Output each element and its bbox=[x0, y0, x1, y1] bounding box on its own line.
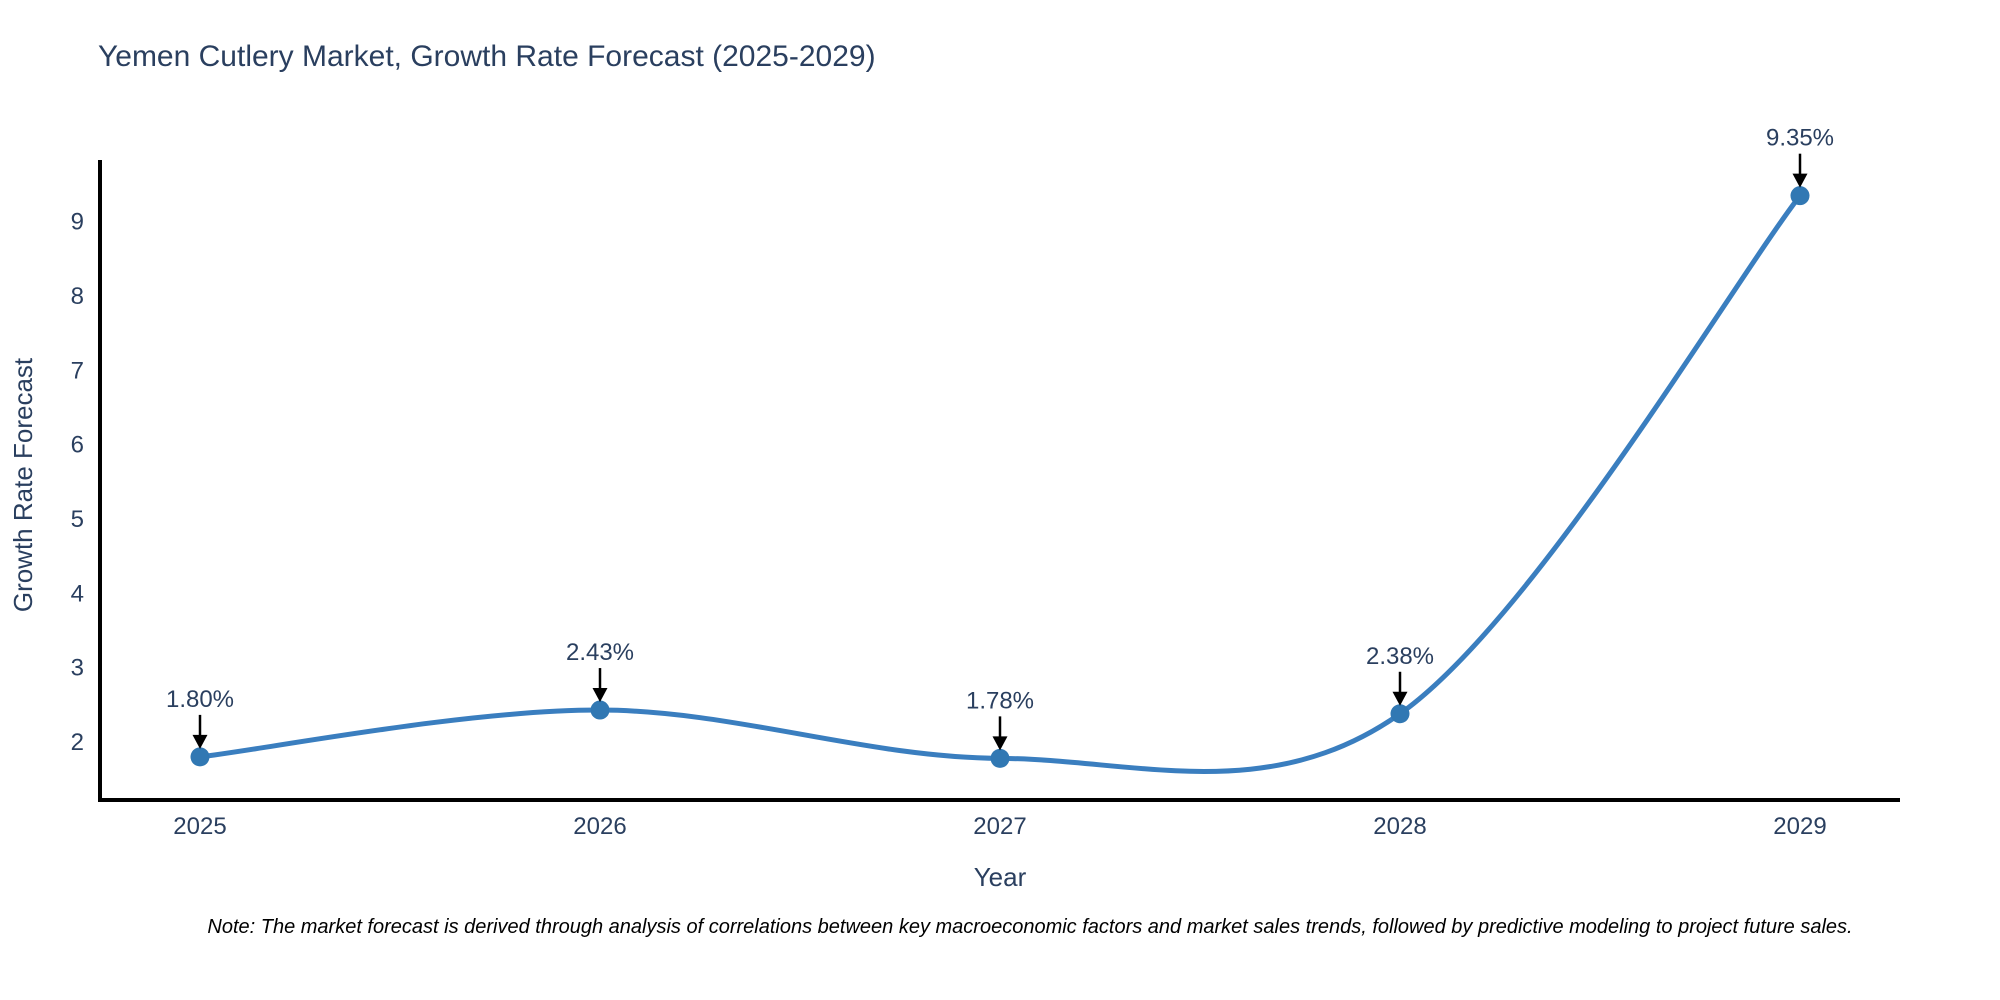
annotation-label: 2.38% bbox=[1366, 643, 1434, 670]
x-tick-label: 2027 bbox=[973, 813, 1026, 840]
x-tick-label: 2029 bbox=[1773, 813, 1826, 840]
y-tick-label: 8 bbox=[71, 283, 84, 310]
annotation-arrowhead bbox=[592, 688, 608, 703]
annotation-arrowhead bbox=[1792, 173, 1808, 188]
annotation-label: 1.80% bbox=[166, 686, 234, 713]
series-line bbox=[197, 193, 1803, 774]
annotation-arrowhead bbox=[992, 736, 1008, 751]
annotation-label: 2.43% bbox=[566, 639, 634, 666]
y-tick-label: 9 bbox=[71, 209, 84, 236]
y-tick-label: 3 bbox=[71, 655, 84, 682]
x-axis-title: Year bbox=[974, 862, 1027, 892]
annotation-arrowhead bbox=[192, 734, 208, 749]
data-point-marker[interactable] bbox=[1790, 186, 1810, 206]
footnote: Note: The market forecast is derived thr… bbox=[207, 916, 1853, 938]
y-tick-label: 4 bbox=[71, 580, 84, 607]
data-point-marker[interactable] bbox=[1390, 704, 1410, 724]
y-tick-label: 6 bbox=[71, 432, 84, 459]
y-tick-label: 7 bbox=[71, 357, 84, 384]
data-point-marker[interactable] bbox=[990, 748, 1010, 768]
data-point-marker[interactable] bbox=[190, 747, 210, 767]
y-tick-label: 5 bbox=[71, 506, 84, 533]
x-tick-label: 2028 bbox=[1373, 813, 1426, 840]
annotation-label: 9.35% bbox=[1766, 125, 1834, 152]
y-tick-label: 2 bbox=[71, 729, 84, 756]
plot-area: 2 3 4 5 6 7 8 9 2025 2026 2027 2028 2029 1.80% 2.43% 1.… bbox=[71, 125, 1900, 840]
annotation-arrowhead bbox=[1392, 691, 1408, 706]
x-tick-label: 2026 bbox=[573, 813, 626, 840]
data-point-marker[interactable] bbox=[590, 700, 610, 720]
chart-title: Yemen Cutlery Market, Growth Rate Foreca… bbox=[98, 40, 876, 73]
x-tick-label: 2025 bbox=[173, 813, 226, 840]
y-axis-title: Growth Rate Forecast bbox=[8, 357, 38, 612]
annotation-label: 1.78% bbox=[966, 687, 1034, 714]
